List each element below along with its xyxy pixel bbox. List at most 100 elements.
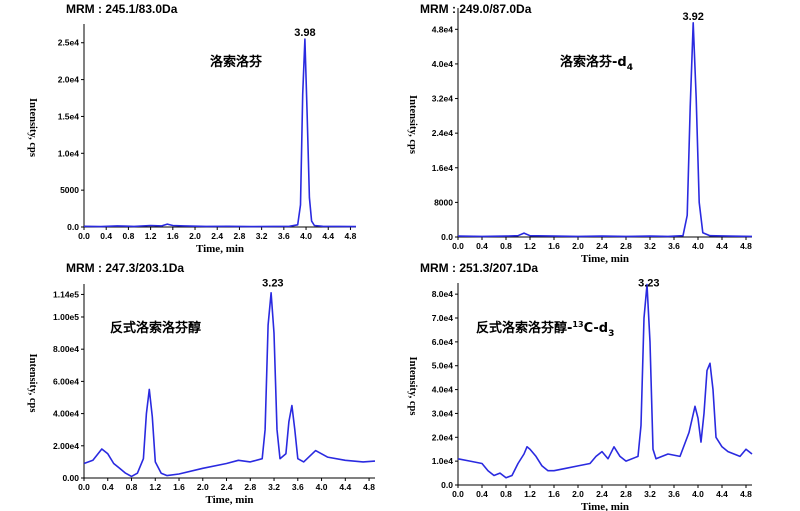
compound-superscript: 13: [572, 320, 583, 329]
chromatogram-trace: [457, 22, 753, 238]
mrm-title: MRM : 245.1/83.0Da: [66, 2, 178, 16]
x-axis-label: Time, min: [196, 243, 244, 255]
compound-tail: C-d: [584, 321, 609, 336]
x-tick-label: 3.2: [644, 489, 656, 499]
x-tick-label: 4.0: [300, 231, 312, 241]
x-tick-label: 2.0: [572, 241, 584, 251]
y-axis-label: Intensity, cps: [27, 98, 38, 157]
x-tick-label: 1.2: [145, 231, 157, 241]
x-tick-label: 4.8: [363, 482, 375, 492]
x-tick-label: 2.0: [197, 482, 209, 492]
y-tick-label: 8.00e4: [53, 344, 79, 354]
peak-retention-label: 3.92: [682, 11, 703, 23]
x-tick-label: 4.8: [740, 489, 752, 499]
x-axis-label: Time, min: [581, 253, 629, 265]
mrm-title: MRM : 251.3/207.1Da: [420, 261, 538, 275]
x-tick-label: 4.0: [692, 489, 704, 499]
y-tick-label: 0.0: [441, 480, 453, 490]
x-tick-label: 0.0: [452, 489, 464, 499]
y-tick-label: 1.5e4: [58, 111, 80, 121]
y-tick-label: 8000: [434, 197, 453, 207]
compound-label: 洛索洛芬-d4: [560, 54, 633, 73]
x-axis-label: Time, min: [205, 494, 253, 506]
x-tick-label: 4.8: [345, 231, 357, 241]
compound-label: 反式洛索洛芬醇: [110, 320, 201, 336]
x-tick-label: 2.4: [596, 489, 608, 499]
x-tick-label: 0.8: [500, 241, 512, 251]
x-tick-label: 0.4: [476, 241, 488, 251]
x-tick-label: 3.6: [668, 241, 680, 251]
x-tick-label: 4.0: [316, 482, 328, 492]
x-tick-label: 2.4: [221, 482, 233, 492]
x-tick-label: 0.4: [102, 482, 114, 492]
x-tick-label: 2.8: [620, 489, 632, 499]
compound-name: 反式洛索洛芬醇: [476, 320, 567, 336]
compound-name: 洛索洛芬: [210, 54, 263, 70]
compound-subscript: 4: [627, 63, 633, 73]
x-tick-label: 1.6: [167, 231, 179, 241]
x-tick-label: 1.2: [149, 482, 161, 492]
y-tick-label: 3.2e4: [432, 94, 454, 104]
y-tick-label: 4.8e4: [432, 24, 454, 34]
x-tick-label: 1.6: [548, 489, 560, 499]
x-tick-label: 3.2: [256, 231, 268, 241]
y-axis-label: Intensity, cps: [407, 95, 418, 154]
x-tick-label: 2.8: [620, 241, 632, 251]
y-tick-label: 5.0e4: [432, 361, 454, 371]
compound-tail: -d: [612, 55, 627, 70]
y-tick-label: 8.0e4: [432, 289, 454, 299]
x-tick-label: 3.6: [292, 482, 304, 492]
x-tick-label: 4.4: [716, 489, 728, 499]
x-tick-label: 0.8: [122, 231, 134, 241]
chromatogram-panel-loxoprofen-d4: MRM : 249.0/87.0Da 洛索洛芬-d4 0.0 0.4 0.8 1.2 1.6…: [407, 2, 753, 265]
y-tick-label: 6.00e4: [53, 376, 79, 386]
y-tick-label: 4.00e4: [53, 409, 79, 419]
y-tick-label: 2.4e4: [432, 128, 454, 138]
compound-label: 反式洛索洛芬醇-13C-d3: [476, 320, 614, 339]
x-tick-label: 2.4: [596, 241, 608, 251]
x-tick-label: 0.8: [126, 482, 138, 492]
y-tick-label: 2.0e4: [58, 75, 80, 85]
chromatogram-panel-trans-alcohol-13c-d3: MRM : 251.3/207.1Da 反式洛索洛芬醇-13C-d3 0.0 0.4 0…: [407, 261, 753, 511]
chromatogram-trace: [83, 292, 376, 478]
x-tick-label: 1.2: [524, 241, 536, 251]
x-tick-label: 3.6: [278, 231, 290, 241]
y-tick-label: 2.0e4: [432, 432, 454, 442]
peak-retention-label: 3.23: [262, 278, 283, 290]
y-tick-label: 2.5e4: [58, 38, 80, 48]
x-tick-label: 2.0: [572, 489, 584, 499]
x-tick-label: 0.4: [476, 489, 488, 499]
peak-retention-label: 3.98: [294, 27, 315, 39]
chromatogram-trace: [83, 38, 357, 228]
x-tick-label: 4.4: [716, 241, 728, 251]
y-tick-label: 1.14e5: [53, 289, 79, 299]
x-tick-label: 0.0: [78, 231, 90, 241]
y-tick-label: 0.0: [67, 222, 79, 232]
y-tick-label: 1.0e4: [432, 456, 454, 466]
peak-retention-label: 3.23: [638, 277, 659, 289]
y-axis-label: Intensity, cps: [27, 354, 38, 413]
x-tick-label: 0.0: [78, 482, 90, 492]
chromatogram-panel-loxoprofen: MRM : 245.1/83.0Da 洛索洛芬 0.0 0.4 0.8 1.2 1.6 2.0…: [27, 2, 357, 255]
x-axis-label: Time, min: [581, 501, 629, 511]
y-tick-label: 5000: [60, 185, 79, 195]
x-tick-label: 4.4: [339, 482, 351, 492]
mrm-title: MRM : 249.0/87.0Da: [420, 2, 532, 16]
x-tick-label: 2.8: [234, 231, 246, 241]
x-tick-label: 1.2: [524, 489, 536, 499]
x-tick-label: 3.2: [268, 482, 280, 492]
y-tick-label: 0.0: [441, 232, 453, 242]
y-tick-label: 7.0e4: [432, 313, 454, 323]
chromatogram-panel-trans-alcohol: MRM : 247.3/203.1Da 反式洛索洛芬醇 0.0 0.4 0.8 1.2 1.…: [27, 261, 376, 506]
x-tick-label: 4.8: [740, 241, 752, 251]
chromatogram-trace: [457, 283, 753, 479]
y-tick-label: 1.00e5: [53, 312, 79, 322]
x-tick-label: 0.8: [500, 489, 512, 499]
x-tick-label: 2.0: [189, 231, 201, 241]
compound-label: 洛索洛芬: [210, 54, 263, 70]
y-tick-label: 4.0e4: [432, 59, 454, 69]
x-tick-label: 4.0: [692, 241, 704, 251]
x-tick-label: 4.4: [322, 231, 334, 241]
mrm-title: MRM : 247.3/203.1Da: [66, 261, 184, 275]
